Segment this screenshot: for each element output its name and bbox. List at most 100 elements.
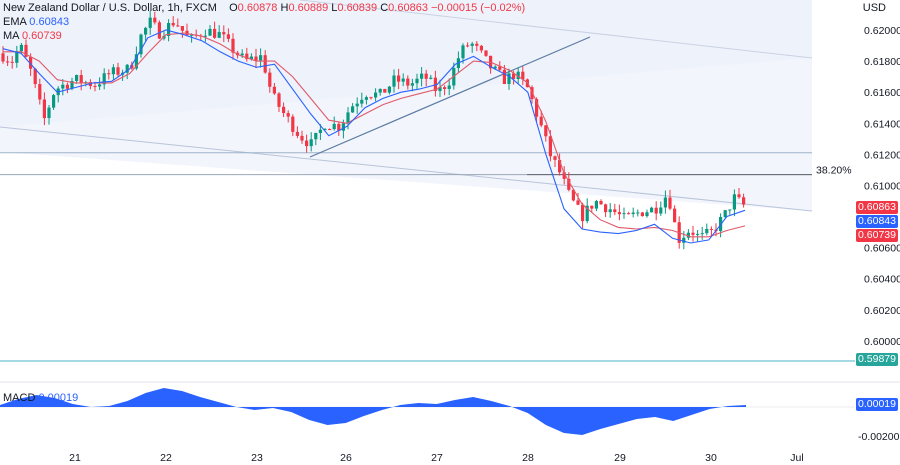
candle-body: [415, 78, 419, 84]
candle-body: [15, 51, 19, 63]
candle-body: [254, 56, 258, 61]
time-tick-label: Jul: [790, 452, 803, 464]
macd-tick-label: -0.00200: [858, 431, 900, 443]
candle-body: [6, 61, 10, 63]
candle-body: [401, 78, 405, 82]
candle-body: [429, 77, 433, 79]
candle-body: [282, 106, 286, 114]
candle-body: [337, 123, 341, 131]
price-tick-label: 0.61200: [864, 149, 900, 161]
channel-lower-area: [0, 58, 812, 211]
candle-body: [728, 209, 732, 211]
candle-body: [259, 55, 263, 61]
price-tick-label: 0.61600: [864, 87, 900, 99]
candle-body: [217, 32, 221, 38]
candle-body: [351, 106, 355, 113]
candle-body: [116, 67, 120, 75]
candle-body: [732, 194, 736, 210]
candle-body: [153, 17, 157, 23]
candle-body: [185, 30, 189, 36]
candle-body: [668, 197, 672, 209]
ema-label: EMA: [3, 16, 27, 28]
candle-body: [305, 140, 309, 147]
candle-body: [443, 87, 447, 89]
candle-body: [245, 53, 249, 60]
ema-price-badge: 0.60843: [856, 215, 898, 228]
candle-body: [61, 84, 65, 89]
candle-body: [438, 87, 442, 92]
price-tick-label: 0.60600: [864, 243, 900, 255]
candle-body: [700, 233, 704, 235]
candle-body: [10, 61, 14, 63]
candle-body: [479, 45, 483, 51]
candle-body: [291, 116, 295, 132]
candle-body: [42, 99, 46, 119]
close-label: C: [380, 2, 389, 14]
candle-body: [222, 32, 226, 35]
candle-body: [663, 197, 667, 208]
candle-body: [484, 50, 488, 56]
candle-body: [562, 172, 566, 179]
price-tick-label: 0.61000: [864, 180, 900, 192]
candle-body: [636, 212, 640, 214]
candle-body: [709, 228, 713, 230]
candle-body: [673, 208, 677, 223]
candle-body: [608, 209, 612, 213]
candle-body: [691, 232, 695, 235]
change-value: −0.00015 (−0.02%): [431, 2, 526, 14]
candle-body: [581, 204, 585, 222]
candle-body: [346, 112, 350, 124]
candle-body: [148, 17, 152, 28]
candle-body: [355, 103, 359, 107]
candle-body: [309, 139, 313, 147]
candle-body: [622, 213, 626, 215]
time-tick-label: 21: [69, 452, 81, 464]
candle-body: [406, 78, 410, 86]
candle-body: [213, 28, 217, 38]
candle-body: [102, 73, 106, 85]
candle-body: [539, 116, 543, 126]
candle-body: [190, 34, 194, 36]
ma-legend[interactable]: MA 0.60739: [3, 30, 62, 43]
candle-body: [447, 85, 451, 89]
candle-body: [341, 123, 345, 131]
candle-body: [19, 44, 23, 52]
candle-body: [139, 34, 143, 55]
open-value: 0.60878: [237, 2, 278, 14]
low-value: 0.60839: [337, 2, 378, 14]
candle-body: [29, 56, 33, 69]
close-value: 0.60863: [388, 2, 428, 14]
candle-body: [410, 83, 414, 86]
candle-body: [203, 35, 207, 37]
price-tick-label: 0.60200: [864, 305, 900, 317]
candle-body: [176, 25, 180, 27]
price-tick-label: 0.60000: [864, 336, 900, 348]
ma-label: MA: [3, 30, 19, 42]
ema-line: [2, 29, 746, 244]
close-price-badge: 0.60863: [856, 201, 898, 214]
candle-body: [286, 113, 290, 117]
candle-body: [599, 200, 603, 205]
macd-area: [0, 388, 746, 435]
price-tick-label: 0.61400: [864, 118, 900, 130]
candle-body: [268, 72, 272, 87]
candle-body: [659, 207, 663, 214]
candle-body: [332, 123, 336, 130]
time-tick-label: 28: [522, 452, 534, 464]
channel-upper-area: [0, 0, 812, 127]
candle-body: [594, 200, 598, 209]
candle-body: [383, 88, 387, 93]
open-label: O: [229, 2, 238, 14]
price-tick-label: 0.60400: [864, 274, 900, 286]
candle-body: [52, 95, 56, 108]
candle-body: [502, 69, 506, 85]
ma-line: [3, 32, 746, 238]
ema-legend[interactable]: EMA 0.60843: [3, 16, 69, 29]
channel-lower-line: [0, 126, 813, 212]
candle-body: [65, 84, 69, 89]
macd-legend[interactable]: MACD 0.00019: [3, 392, 78, 405]
candle-body: [696, 233, 700, 235]
low-label: L: [331, 2, 338, 14]
channel-upper-line: [299, 0, 813, 59]
